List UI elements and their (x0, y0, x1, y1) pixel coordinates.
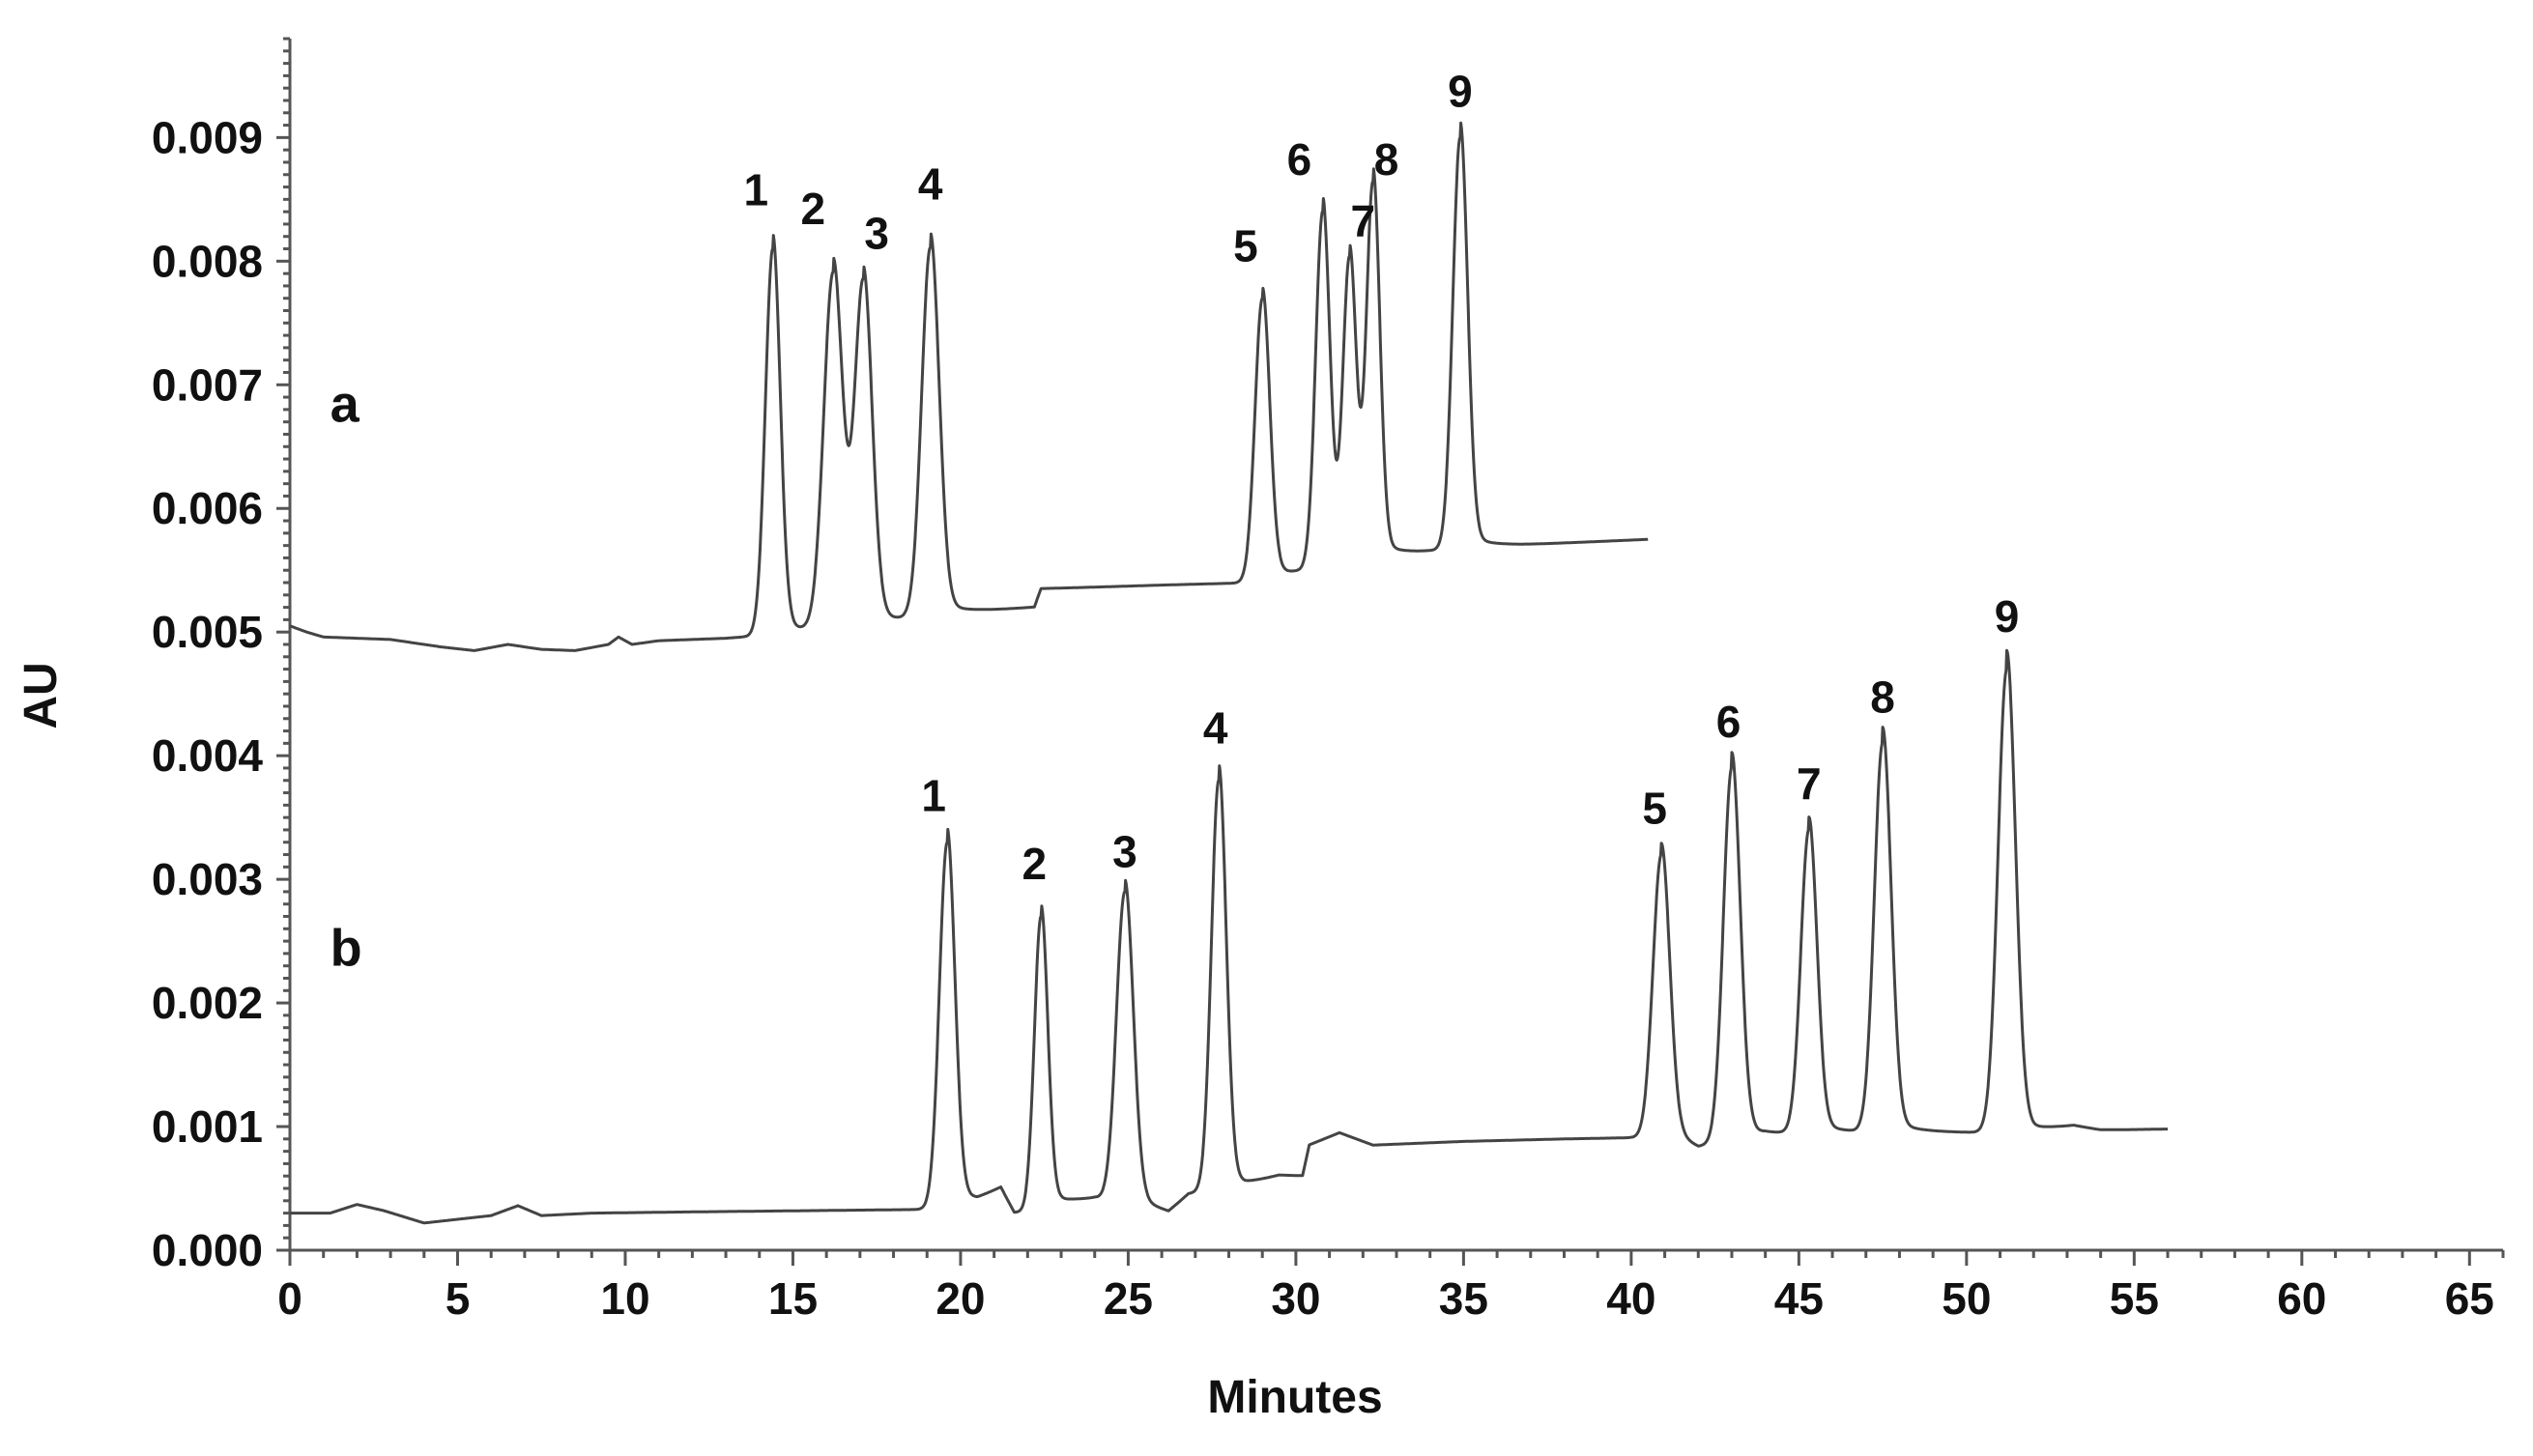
y-tick-label: 0.003 (152, 854, 263, 904)
peak-label: 6 (1287, 134, 1312, 185)
x-tick-label: 65 (2445, 1273, 2494, 1324)
x-tick-label: 55 (2110, 1273, 2159, 1324)
traces (289, 121, 2169, 1225)
peak-label: 1 (743, 165, 768, 215)
x-tick-label: 10 (600, 1273, 649, 1324)
peak-label: 2 (800, 184, 825, 234)
peak-label: 7 (1351, 196, 1376, 246)
trace-label-b: b (331, 920, 362, 978)
y-tick-label: 0.002 (152, 978, 263, 1028)
x-tick-label: 5 (446, 1273, 471, 1324)
y-tick-label: 0.001 (152, 1101, 263, 1152)
peak-label: 1 (921, 771, 946, 821)
y-tick-label: 0.005 (152, 607, 263, 657)
x-tick-label: 15 (768, 1273, 818, 1324)
x-tick-label: 60 (2277, 1273, 2326, 1324)
y-axis-title: AU (15, 662, 67, 728)
peak-label: 4 (1203, 702, 1228, 753)
trace-a (289, 121, 1649, 652)
x-tick-label: 45 (1774, 1273, 1824, 1324)
y-tick-label: 0.006 (152, 483, 263, 533)
peak-label: 3 (864, 209, 889, 259)
x-tick-label: 0 (277, 1273, 302, 1324)
y-tick-label: 0.008 (152, 236, 263, 286)
peak-label: 5 (1642, 784, 1667, 834)
peak-label: 5 (1233, 220, 1258, 271)
y-tick-label: 0.007 (152, 359, 263, 410)
peak-label: 7 (1797, 758, 1822, 809)
trace-b (289, 648, 2169, 1225)
peak-label: 6 (1716, 697, 1741, 747)
peak-label: 4 (918, 158, 943, 209)
y-tick-label: 0.009 (152, 112, 263, 162)
axes: 0 5 10 15 20 25 30 35 40 45 50 55 60 650.0000.0010.00… (152, 37, 2505, 1324)
x-tick-label: 30 (1271, 1273, 1320, 1324)
x-tick-label: 25 (1104, 1273, 1153, 1324)
peak-label: 8 (1870, 671, 1895, 722)
peak-label: 2 (1022, 839, 1047, 889)
x-axis-title: Minutes (1207, 1372, 1382, 1423)
peak-label: 3 (1112, 826, 1137, 876)
x-tick-label: 20 (935, 1273, 985, 1324)
trace-label-a: a (331, 376, 360, 434)
y-tick-label: 0.000 (152, 1225, 263, 1275)
x-tick-label: 40 (1606, 1273, 1655, 1324)
x-tick-label: 35 (1439, 1273, 1488, 1324)
peak-label: 9 (1995, 591, 2020, 642)
y-tick-label: 0.004 (152, 730, 264, 781)
peak-label: 8 (1374, 134, 1399, 185)
x-tick-label: 50 (1942, 1273, 1991, 1324)
peak-label: 9 (1448, 66, 1473, 116)
